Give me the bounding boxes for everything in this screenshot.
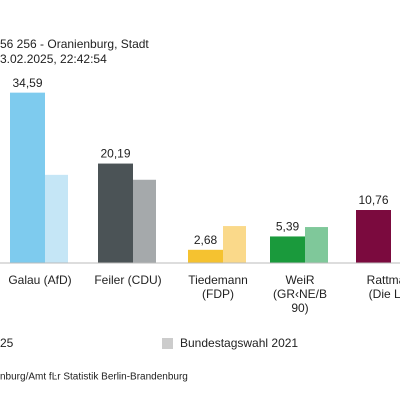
bar: [133, 179, 156, 263]
x-tick-line: (Die Li: [369, 287, 400, 301]
value-label: 34,59: [12, 76, 42, 90]
chart-subtitle: 3.02.2025, 22:42:54: [0, 52, 107, 66]
legend-swatch: [162, 338, 173, 349]
source: nburg/Amt fĿr Statistik Berlin-Brandenbu…: [0, 372, 188, 383]
chart-title: 56 256 - Oranienburg, Stadt: [0, 37, 149, 51]
bar: [188, 249, 223, 263]
bar: [98, 163, 133, 263]
value-label: 20,19: [100, 147, 130, 161]
value-label: 10,76: [358, 193, 388, 207]
x-tick-label: Rattma(Die Li: [367, 273, 400, 301]
value-label: 5,39: [276, 220, 300, 234]
legend-label: 25: [0, 336, 14, 350]
bar: [10, 92, 45, 263]
value-label: 2,68: [194, 233, 218, 247]
x-tick-label: Tiedemann (FDP): [188, 273, 248, 301]
bar: [270, 236, 305, 263]
x-tick-line: Tiedemann: [188, 273, 248, 287]
bar: [356, 210, 391, 263]
x-tick-line: Galau (AfD): [8, 273, 71, 287]
x-tick-line: Feiler (CDU): [94, 273, 161, 287]
legend-label: Bundestagswahl 2021: [180, 336, 298, 350]
x-tick-label: Feiler (CDU): [94, 273, 161, 287]
bar: [223, 226, 246, 263]
x-tick-label: Galau (AfD): [8, 273, 71, 287]
x-tick-label: WeiR (GR‹NE/B 90): [273, 273, 327, 315]
x-tick-line: WeiR: [285, 273, 314, 287]
x-tick-line: Rattma: [367, 273, 400, 287]
x-tick-line: (FDP): [202, 287, 234, 301]
x-tick-line: (GR‹NE/B: [273, 287, 327, 301]
bar: [45, 174, 68, 263]
bar: [305, 227, 328, 263]
x-tick-line: 90): [291, 301, 308, 315]
